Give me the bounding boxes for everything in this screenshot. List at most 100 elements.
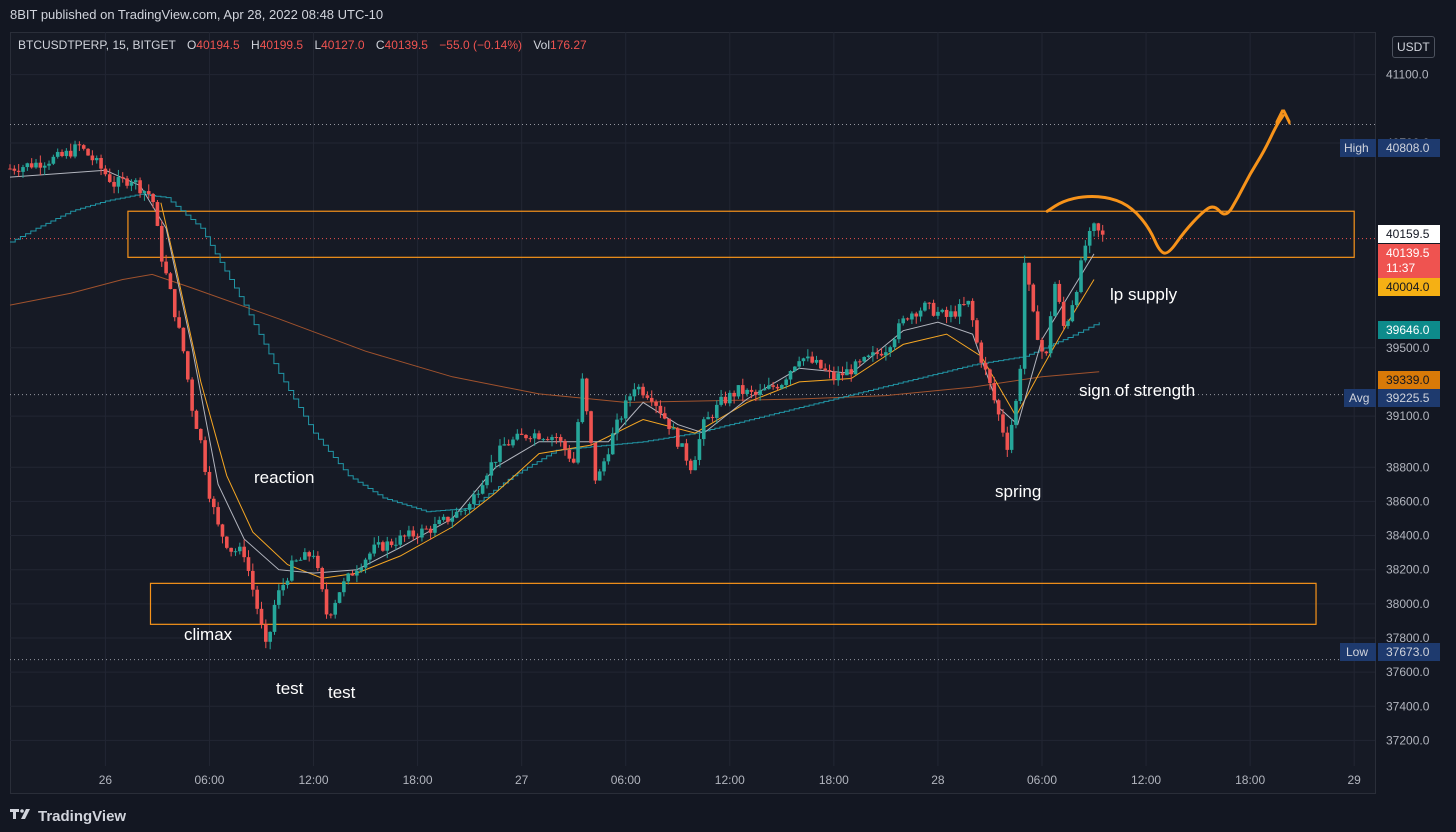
candle-body	[667, 418, 671, 429]
currency-unit-badge[interactable]: USDT	[1392, 36, 1435, 58]
candle	[415, 533, 420, 544]
time-tick-label: 06:00	[1027, 773, 1057, 787]
annotation-lp-supply: lp supply	[1110, 285, 1178, 304]
legend-symbol: BTCUSDTPERP, 15, BITGET	[18, 38, 176, 52]
candle	[1070, 300, 1075, 323]
candle-body	[402, 535, 407, 537]
price-chart[interactable]: 37200.0 37400.0 37600.0 37800.0 38000.0 38200…	[0, 0, 1456, 800]
candle-body	[771, 385, 775, 387]
candle-body	[1100, 230, 1105, 235]
candle-body	[207, 471, 212, 499]
candle	[337, 591, 342, 604]
candle-body	[671, 428, 676, 430]
candle	[172, 288, 177, 322]
candle-body	[632, 389, 637, 397]
candle-body	[727, 392, 732, 404]
candle	[21, 164, 25, 178]
candle-body	[962, 304, 966, 306]
price-tick-label: 37200.0	[1386, 733, 1430, 747]
candle-body	[1096, 223, 1101, 231]
candle	[849, 364, 854, 382]
candle-body	[602, 461, 606, 472]
candle-body	[927, 302, 932, 304]
candle	[1092, 222, 1096, 237]
candle	[1005, 426, 1010, 457]
candle	[1061, 296, 1066, 331]
candle	[1053, 281, 1057, 317]
svg-text:High: High	[1344, 141, 1369, 155]
tradingview-logo-icon	[10, 807, 32, 826]
candle	[216, 502, 220, 527]
yellow-ma-tag: 40004.0	[1378, 278, 1440, 296]
candle-body	[103, 168, 108, 175]
candle	[424, 525, 429, 530]
candle-body	[1079, 260, 1083, 292]
candle	[897, 319, 901, 344]
candle-body	[198, 428, 203, 441]
annotation-climax: climax	[184, 625, 233, 644]
candle	[745, 388, 749, 397]
candle-body	[823, 368, 827, 371]
candle	[1001, 409, 1005, 437]
candle	[675, 427, 680, 450]
time-axis[interactable]: 26 06:00 12:00 18:00 27 06:00 12:00 18:00 28 06:0…	[99, 773, 1361, 787]
candle-body	[1018, 368, 1023, 401]
candle	[801, 357, 806, 366]
candle	[537, 430, 541, 440]
candle	[441, 514, 446, 522]
candle	[159, 220, 164, 267]
teal-ma-tag: 39646.0	[1378, 321, 1440, 339]
candle-body	[1005, 432, 1010, 450]
candle	[970, 298, 975, 327]
time-tick-label: 12:00	[1131, 773, 1161, 787]
candle-body	[342, 581, 346, 593]
candle-body	[931, 302, 936, 316]
candle-body	[99, 157, 103, 169]
candle-body	[38, 162, 43, 168]
candle-body	[107, 174, 112, 182]
candle-body	[225, 536, 229, 548]
candle	[740, 378, 745, 402]
candle-body	[814, 359, 819, 363]
candle	[125, 175, 129, 189]
candle	[342, 577, 346, 597]
candle-body	[767, 385, 771, 389]
candle	[1018, 365, 1023, 405]
chart-frame[interactable]	[10, 32, 1376, 794]
candle	[220, 523, 225, 544]
candle	[771, 381, 775, 390]
candle-body	[112, 181, 116, 187]
candle	[68, 143, 73, 159]
candle	[550, 434, 554, 447]
candle-body	[346, 573, 351, 582]
candle-body	[819, 359, 823, 369]
time-tick-label: 29	[1348, 773, 1362, 787]
candle-body	[220, 524, 225, 537]
svg-text:39646.0: 39646.0	[1386, 323, 1430, 337]
candle-body	[86, 148, 90, 156]
candle-body	[316, 555, 320, 569]
candle	[927, 302, 932, 310]
candle-body	[177, 317, 181, 328]
candle-body	[1083, 245, 1088, 261]
candle	[597, 468, 602, 481]
candle	[420, 524, 424, 542]
candle-body	[303, 552, 307, 560]
candle	[181, 327, 186, 354]
candle-body	[1092, 223, 1096, 231]
candle-body	[892, 339, 897, 348]
candle-body	[1044, 351, 1049, 354]
candle-body	[90, 155, 95, 161]
candle-body	[684, 443, 689, 461]
candle	[463, 508, 468, 515]
candle-body	[610, 433, 615, 455]
candle	[758, 383, 762, 401]
candle-body	[949, 311, 953, 317]
candle-body	[641, 386, 645, 396]
candle	[706, 411, 710, 420]
high-tag: High 40808.0	[1340, 139, 1440, 157]
time-tick-label: 06:00	[194, 773, 224, 787]
candle-body	[324, 589, 329, 615]
price-tick-label: 41100.0	[1386, 68, 1429, 82]
candle-body	[871, 352, 875, 356]
